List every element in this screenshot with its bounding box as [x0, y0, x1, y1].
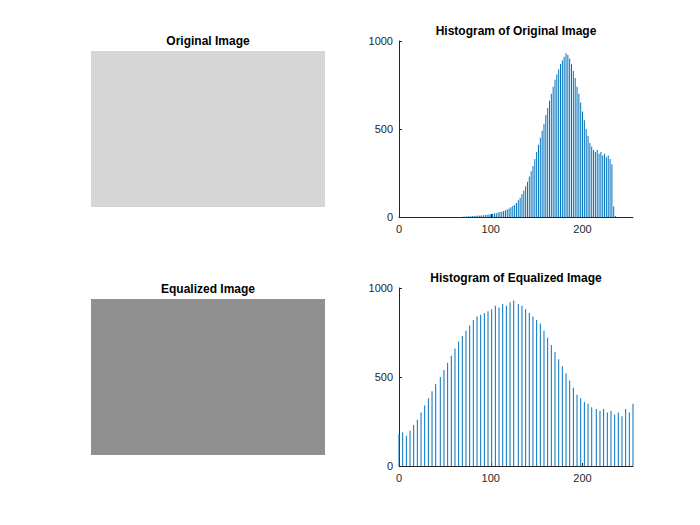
svg-text:100: 100	[482, 223, 500, 235]
svg-text:1000: 1000	[369, 282, 393, 294]
svg-text:Histogram of Equalized Image: Histogram of Equalized Image	[430, 271, 602, 285]
svg-text:Histogram of Original Image: Histogram of Original Image	[436, 24, 597, 38]
svg-text:1000: 1000	[369, 35, 393, 47]
svg-text:0: 0	[396, 223, 402, 235]
svg-text:Equalized Image: Equalized Image	[161, 282, 255, 296]
svg-text:Original Image: Original Image	[166, 34, 250, 48]
svg-text:500: 500	[375, 371, 393, 383]
svg-text:0: 0	[387, 460, 393, 472]
svg-text:200: 200	[573, 223, 591, 235]
svg-text:100: 100	[482, 472, 500, 484]
svg-text:200: 200	[573, 472, 591, 484]
svg-text:500: 500	[375, 123, 393, 135]
svg-text:0: 0	[396, 472, 402, 484]
svg-text:0: 0	[387, 211, 393, 223]
